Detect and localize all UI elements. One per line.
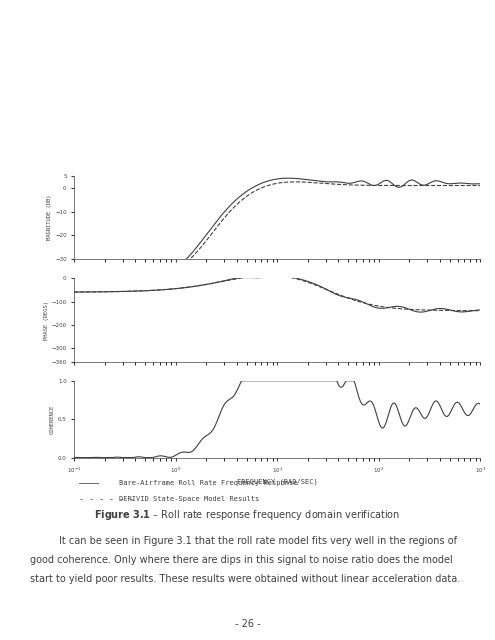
Text: - 26 -: - 26 - xyxy=(235,619,260,629)
Text: start to yield poor results. These results were obtained without linear accelera: start to yield poor results. These resul… xyxy=(30,574,460,584)
Text: Bare-Airframe Roll Rate Frequency Response: Bare-Airframe Roll Rate Frequency Respon… xyxy=(119,480,297,486)
X-axis label: FREQUENCY (RAD/SEC): FREQUENCY (RAD/SEC) xyxy=(237,479,318,485)
Text: $\bf{Figure\ 3.1}$ – Roll rate response frequency domain verification: $\bf{Figure\ 3.1}$ – Roll rate response … xyxy=(95,508,400,522)
Y-axis label: PHASE (DEGS): PHASE (DEGS) xyxy=(44,301,49,339)
Text: ————: ———— xyxy=(79,479,99,488)
Text: - - - - - -: - - - - - - xyxy=(79,495,134,504)
Text: DERIVID State-Space Model Results: DERIVID State-Space Model Results xyxy=(119,496,259,502)
Y-axis label: MAGNITUDE (DB): MAGNITUDE (DB) xyxy=(47,195,52,241)
Y-axis label: COHERENCE: COHERENCE xyxy=(50,404,55,434)
Text: good coherence. Only where there are dips in this signal to noise ratio does the: good coherence. Only where there are dip… xyxy=(30,555,452,565)
Text: It can be seen in Figure 3.1 that the roll rate model fits very well in the regi: It can be seen in Figure 3.1 that the ro… xyxy=(59,536,457,546)
